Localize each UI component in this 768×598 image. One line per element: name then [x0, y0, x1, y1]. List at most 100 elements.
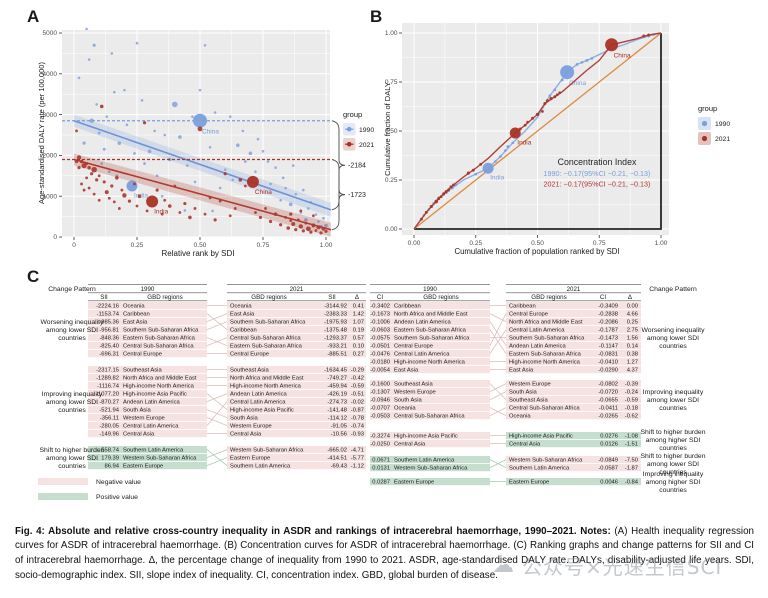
table-row — [370, 358, 490, 366]
table-row — [227, 390, 366, 398]
point-label-china-1990: China — [202, 129, 219, 136]
column-header: Δ — [355, 294, 359, 301]
table-row — [88, 302, 207, 310]
value-cell: -0.1600 — [370, 382, 390, 388]
table-row — [506, 464, 641, 472]
value-legend-label: Negative value — [96, 479, 141, 486]
region-cell: High-income North America — [123, 384, 195, 390]
y-tick-label: 4000 — [43, 71, 58, 78]
value-cell: 86.94 — [104, 464, 119, 470]
table-rows-ci-2021: Caribbean -0.3409 0.00 Central Europe -0.283… — [506, 302, 641, 486]
point-label-china-2021: China — [614, 52, 631, 59]
region-cell: Central Asia — [394, 442, 426, 448]
panel-b-y-axis-label: Cumulative fraction of DALY — [383, 82, 392, 176]
value-cell: -0.0501 — [370, 344, 390, 350]
change-pattern-left-2-line: among lower SDI — [46, 399, 98, 406]
value-cell: -0.0503 — [370, 414, 390, 420]
region-cell: South Asia — [230, 416, 258, 422]
region-cell: Oceania — [394, 406, 416, 412]
delta-cell: 0.14 — [627, 344, 639, 350]
region-cell: Eastern Europe — [123, 464, 163, 470]
point-label-india-2021: India — [154, 209, 168, 216]
region-cell: Southeast Asia — [123, 368, 162, 374]
column-header: GBD regions — [147, 294, 182, 301]
table-row — [88, 422, 207, 430]
region-cell: Central Latin America — [509, 328, 565, 334]
delta-cell: -5.77 — [351, 456, 364, 462]
region-cell: Oceania — [123, 304, 145, 310]
value-cell: 0.0131 — [372, 466, 390, 472]
table-row — [506, 326, 641, 334]
value-cell: -0.0290 — [598, 368, 618, 374]
region-cell: Southern Latin America — [230, 464, 291, 470]
legend-entry-label: 1990 — [715, 121, 730, 128]
value-cell: -0.0655 — [598, 398, 618, 404]
delta-cell: -0.78 — [351, 416, 364, 422]
table-row — [506, 440, 641, 448]
region-cell: Southern Latin America — [509, 466, 570, 472]
table-row — [227, 310, 366, 318]
value-cell: -280.05 — [99, 424, 119, 430]
region-cell: Andean Latin America — [230, 392, 287, 398]
value-cell: -825.40 — [99, 344, 119, 350]
table-row — [227, 366, 366, 374]
region-cell: Central Latin America — [230, 400, 286, 406]
region-cell: Southern Sub-Saharan Africa — [230, 320, 306, 326]
region-cell: High-income Asia Pacific — [230, 408, 294, 414]
change-pattern-right-3-line: countries — [659, 445, 687, 452]
annotation-value-2: -1723 — [348, 192, 366, 199]
delta-cell: 0.00 — [627, 304, 638, 310]
rank-connectors-ci — [489, 305, 507, 483]
table-row — [227, 414, 366, 422]
table-rows-sii-2021: Oceania -3144.92 0.41 East Asia -2383.33 1.42… — [227, 302, 366, 470]
table-row — [227, 398, 366, 406]
table-year-ci-1990: 1990 — [423, 286, 437, 293]
value-cell: -870.27 — [99, 400, 119, 406]
change-pattern-right-1-line: Worsening inequality — [642, 327, 706, 334]
delta-cell: -1.87 — [625, 466, 638, 472]
delta-cell: -0.62 — [625, 414, 638, 420]
delta-cell: -0.84 — [625, 480, 639, 486]
table-row — [506, 432, 641, 440]
region-cell: Southern Latin America — [123, 448, 184, 454]
table-row — [88, 398, 207, 406]
delta-cell: -7.50 — [625, 458, 638, 464]
table-rows-sii-1990: -2224.16 Oceania-1153.74 Caribbean -985.36 E… — [88, 302, 207, 470]
change-pattern-right-4-line: countries — [659, 469, 687, 476]
delta-cell: -0.39 — [625, 382, 638, 388]
concentration-index-line-2: 2021: −0.17(95%CI −0.21, −0.13) — [544, 180, 651, 189]
delta-cell: -0.59 — [351, 384, 364, 390]
table-row — [370, 404, 490, 412]
table-row — [227, 326, 366, 334]
value-cell: -0.0720 — [598, 390, 618, 396]
value-cell: -141.48 — [327, 408, 347, 414]
delta-cell: -0.42 — [351, 376, 364, 382]
change-pattern-right-3-line: Shift to higher burden — [641, 429, 706, 436]
region-cell: Eastern Sub-Saharan Africa — [123, 336, 196, 342]
delta-cell: 2.75 — [627, 328, 638, 334]
column-header: GBD regions — [251, 294, 286, 301]
table-row — [227, 430, 366, 438]
region-cell: Eastern Sub-Saharan Africa — [509, 352, 582, 358]
change-pattern-right-5-line: countries — [659, 487, 687, 494]
column-header: CI — [600, 294, 606, 301]
value-cell: -848.36 — [99, 336, 119, 342]
delta-cell: -0.02 — [351, 400, 364, 406]
panel-a-label: A — [27, 7, 39, 26]
delta-cell: -1.12 — [351, 464, 364, 470]
table-row — [88, 382, 207, 390]
frame-lines — [414, 33, 662, 230]
table-row — [370, 412, 490, 420]
table-row — [370, 396, 490, 404]
region-cell: Caribbean — [509, 304, 536, 310]
panel-a-y-axis-label: Age-standardised DALY rate (per 100,000) — [37, 62, 46, 204]
delta-cell: -0.93 — [351, 432, 364, 438]
change-pattern-left-3-line: Shift to higher burden — [40, 447, 105, 454]
table-row — [227, 342, 366, 350]
change-pattern-left-2-line: countries — [58, 407, 86, 414]
value-cell: -0.1147 — [599, 344, 618, 350]
delta-cell: 4.66 — [627, 312, 638, 318]
value-cell: -0.0054 — [370, 368, 390, 374]
x-tick-label: 0.25 — [131, 242, 144, 249]
